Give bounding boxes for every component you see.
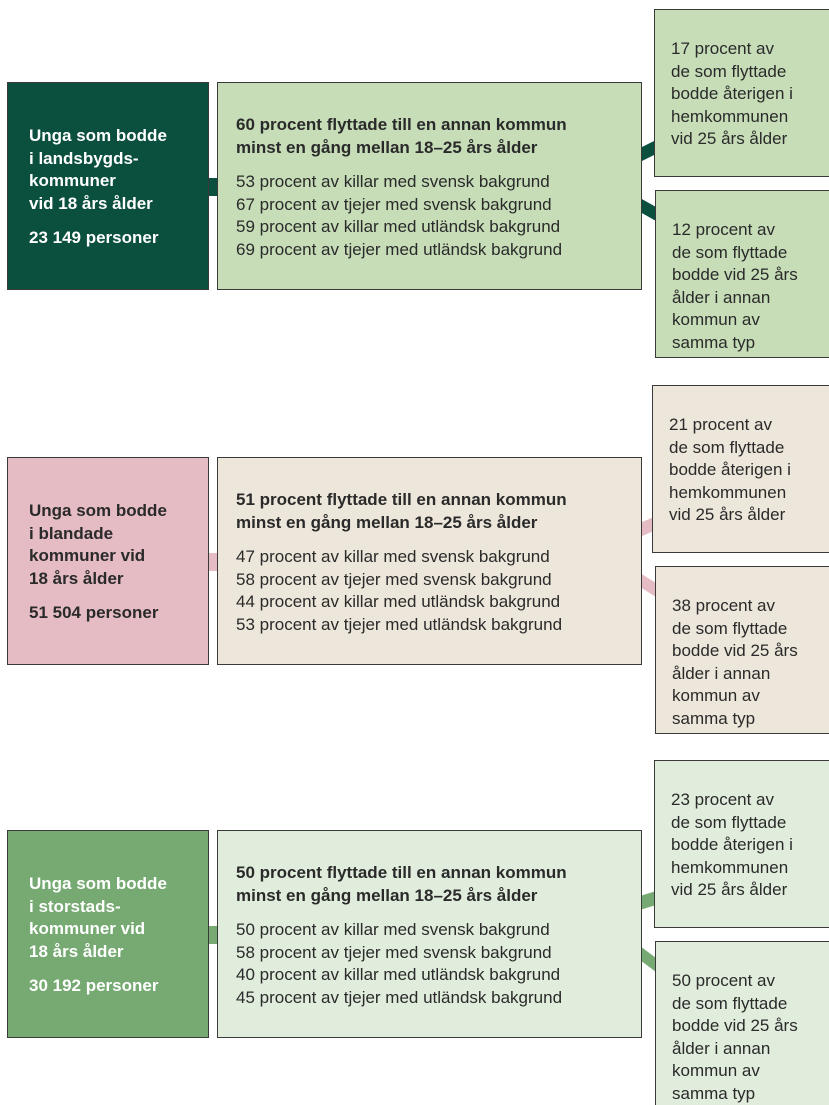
heading-line: 50 procent flyttade till en annan kommun — [236, 863, 567, 882]
heading-line: minst en gång mellan 18–25 års ålder — [236, 885, 538, 905]
outcome-line: ålder i annan — [672, 1038, 771, 1058]
summary-items: 50 procent av killar med svensk bakgrund… — [236, 919, 641, 1009]
outcome-box: 38 procent av de som flyttade bodde vid 25… — [655, 566, 829, 734]
outcome-line: vid 25 års ålder — [671, 880, 788, 900]
outcome-line: bodde vid 25 års — [672, 265, 798, 285]
outcome-line: vid 25 års ålder — [669, 505, 786, 525]
outcome-line: 17 procent av — [671, 39, 775, 58]
source-line: i landsbygds- — [29, 148, 139, 168]
outcome-line: de som flyttade — [672, 993, 788, 1013]
summary-items: 53 procent av killar med svensk bakgrund… — [236, 171, 641, 261]
outcome-line: hemkommunen — [669, 482, 787, 502]
outcome-line: 50 procent av — [672, 971, 776, 990]
item-line: 69 procent av tjejer med utländsk bakgru… — [236, 239, 563, 259]
outcome-line: samma typ — [672, 708, 756, 728]
item-line: 59 procent av killar med utländsk bakgru… — [236, 217, 561, 237]
outcome-box: 21 procent av de som flyttade bodde återig… — [652, 385, 829, 553]
outcome-line: vid 25 års ålder — [671, 129, 788, 149]
outcome-line: bodde återigen i — [671, 835, 793, 855]
outcome-line: de som flyttade — [672, 618, 788, 638]
source-line: i blandade — [29, 523, 114, 543]
summary-box: 60 procent flyttade till en annan kommun… — [217, 82, 642, 290]
item-line: 40 procent av killar med utländsk bakgru… — [236, 965, 561, 985]
item-line: 53 procent av tjejer med utländsk bakgru… — [236, 614, 563, 634]
outcome-line: bodde återigen i — [671, 84, 793, 104]
connector — [640, 140, 656, 162]
connector — [207, 178, 218, 196]
source-line: Unga som bodde — [29, 874, 167, 893]
item-line: 50 procent av killar med svensk bakgrund — [236, 920, 550, 940]
outcome-box: 17 procent av de som flyttade bodde återig… — [654, 9, 829, 177]
source-count: 51 504 personer — [29, 603, 159, 623]
outcome-line: hemkommunen — [671, 857, 789, 877]
item-line: 58 procent av tjejer med svensk bakgrund — [236, 942, 552, 962]
source-line: Unga som bodde — [29, 126, 167, 145]
outcome-line: 12 procent av — [672, 220, 776, 239]
outcome-box: 50 procent av de som flyttade bodde vid 25… — [655, 941, 829, 1105]
outcome-box: 23 procent av de som flyttade bodde återig… — [654, 760, 829, 928]
outcome-line: kommun av — [672, 1061, 760, 1081]
source-count: 30 192 personer — [29, 976, 159, 996]
connector — [640, 946, 656, 972]
connector — [640, 573, 656, 597]
outcome-line: de som flyttade — [671, 61, 787, 81]
heading-line: minst en gång mellan 18–25 års ålder — [236, 512, 538, 532]
connector — [640, 891, 656, 910]
source-line: kommuner vid — [29, 546, 146, 566]
outcome-line: de som flyttade — [671, 812, 787, 832]
summary-heading: 51 procent flyttade till en annan kommun… — [236, 489, 641, 534]
source-line: Unga som bodde — [29, 501, 167, 520]
heading-line: 60 procent flyttade till en annan kommun — [236, 115, 567, 134]
outcome-line: kommun av — [672, 686, 760, 706]
summary-box: 50 procent flyttade till en annan kommun… — [217, 830, 642, 1038]
source-line: 18 års ålder — [29, 941, 124, 961]
outcome-line: kommun av — [672, 310, 760, 330]
outcome-line: hemkommunen — [671, 106, 789, 126]
connector — [207, 926, 218, 944]
summary-heading: 50 procent flyttade till en annan kommun… — [236, 862, 641, 907]
outcome-line: 21 procent av — [669, 415, 773, 434]
outcome-line: ålder i annan — [672, 287, 771, 307]
source-box: Unga som bodde i landsbygds-kommuner vid 1… — [7, 82, 209, 290]
item-line: 58 procent av tjejer med svensk bakgrund — [236, 569, 552, 589]
item-line: 44 procent av killar med utländsk bakgru… — [236, 592, 561, 612]
outcome-box: 12 procent av de som flyttade bodde vid 25… — [655, 190, 829, 358]
outcome-line: samma typ — [672, 332, 756, 352]
source-count: 23 149 personer — [29, 228, 159, 248]
item-line: 67 procent av tjejer med svensk bakgrund — [236, 194, 552, 214]
summary-heading: 60 procent flyttade till en annan kommun… — [236, 114, 641, 159]
outcome-line: bodde vid 25 års — [672, 1016, 798, 1036]
outcome-line: de som flyttade — [669, 437, 785, 457]
item-line: 53 procent av killar med svensk bakgrund — [236, 172, 550, 192]
connector — [640, 198, 656, 221]
outcome-line: de som flyttade — [672, 242, 788, 262]
source-box: Unga som bodde i storstads-kommuner vid 18… — [7, 830, 209, 1038]
outcome-line: bodde återigen i — [669, 460, 791, 480]
outcome-line: 23 procent av — [671, 790, 775, 809]
summary-box: 51 procent flyttade till en annan kommun… — [217, 457, 642, 665]
item-line: 47 procent av killar med svensk bakgrund — [236, 547, 550, 567]
outcome-line: ålder i annan — [672, 663, 771, 683]
outcome-line: samma typ — [672, 1083, 756, 1103]
source-line: kommuner vid — [29, 919, 146, 939]
heading-line: 51 procent flyttade till en annan kommun — [236, 490, 567, 509]
summary-items: 47 procent av killar med svensk bakgrund… — [236, 546, 641, 636]
connector — [207, 553, 218, 571]
outcome-line: 38 procent av — [672, 596, 776, 615]
source-box: Unga som bodde i blandade kommuner vid 18 å… — [7, 457, 209, 665]
source-line: kommuner — [29, 171, 116, 191]
source-line: vid 18 års ålder — [29, 193, 153, 213]
heading-line: minst en gång mellan 18–25 års ålder — [236, 137, 538, 157]
source-line: 18 års ålder — [29, 568, 124, 588]
outcome-line: bodde vid 25 års — [672, 641, 798, 661]
source-line: i storstads- — [29, 896, 121, 916]
item-line: 45 procent av tjejer med utländsk bakgru… — [236, 987, 563, 1007]
